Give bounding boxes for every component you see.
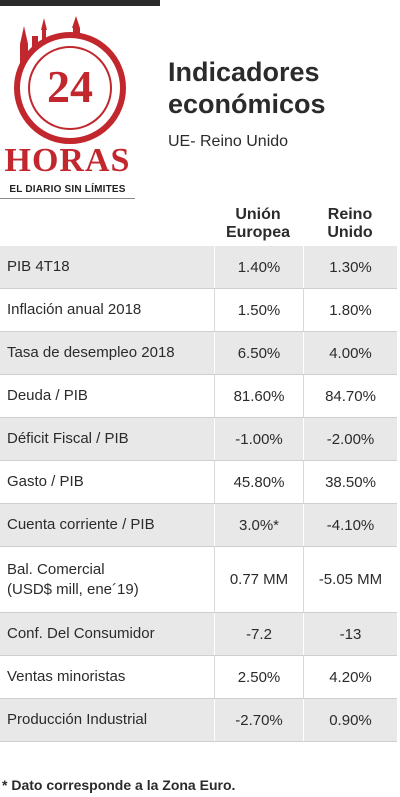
table-row: Producción Industrial -2.70% 0.90%: [0, 699, 397, 742]
row-label: Conf. Del Consumidor: [7, 625, 155, 642]
row-label: Inflación anual 2018: [7, 301, 142, 318]
row-value-eu: -2.70%: [214, 699, 303, 741]
row-label: Déficit Fiscal / PIB: [7, 430, 129, 447]
row-value-uk: 38.50%: [303, 461, 397, 503]
row-value-eu: 0.77 MM: [214, 547, 303, 612]
row-label: Cuenta corriente / PIB: [7, 516, 155, 533]
page-subtitle: UE- Reino Unido: [168, 133, 289, 150]
table-row: Cuenta corriente / PIB 3.0%* -4.10%: [0, 504, 397, 547]
row-value-eu: 2.50%: [214, 656, 303, 698]
row-value-eu: 1.50%: [214, 289, 303, 331]
table-row: Inflación anual 2018 1.50% 1.80%: [0, 289, 397, 332]
table-row: Conf. Del Consumidor -7.2 -13: [0, 613, 397, 656]
row-value-uk: 0.90%: [303, 699, 397, 741]
column-header-eu: Unión Europea: [214, 206, 302, 242]
logo-number: 24: [47, 61, 93, 112]
indicators-table: PIB 4T18 1.40% 1.30% Inflación anual 201…: [0, 246, 397, 742]
table-row: PIB 4T18 1.40% 1.30%: [0, 246, 397, 289]
row-value-eu: -7.2: [214, 613, 303, 655]
row-value-eu: 3.0%*: [214, 504, 303, 546]
row-value-uk: -2.00%: [303, 418, 397, 460]
page-title: Indicadores económicos: [168, 56, 393, 120]
column-header-uk: Reino Unido: [305, 206, 395, 242]
row-label: PIB 4T18: [7, 258, 70, 275]
row-value-uk: -4.10%: [303, 504, 397, 546]
row-value-eu: -1.00%: [214, 418, 303, 460]
row-label: Tasa de desempleo 2018: [7, 344, 175, 361]
footnote: * Dato corresponde a la Zona Euro.: [2, 777, 236, 793]
row-label: Bal. Comercial (USD$ mill, ene´19): [0, 547, 214, 612]
row-label-line-2: (USD$ mill, ene´19): [7, 580, 139, 598]
row-label: Producción Industrial: [7, 711, 148, 728]
top-bar: [0, 0, 160, 6]
row-value-eu: 1.40%: [214, 246, 303, 288]
row-value-eu: 6.50%: [214, 332, 303, 374]
row-value-uk: 4.20%: [303, 656, 397, 698]
table-row: Bal. Comercial (USD$ mill, ene´19) 0.77 …: [0, 547, 397, 613]
logo-ring-inner: [28, 46, 112, 130]
row-value-uk: -13: [303, 613, 397, 655]
logo-24-horas: 24 HORAS EL DIARIO SIN LÍMITES: [0, 12, 135, 200]
logo-name: HORAS: [4, 142, 131, 179]
row-label: Deuda / PIB: [7, 387, 88, 404]
title-line-1: Indicadores: [168, 57, 320, 87]
table-row: Ventas minoristas 2.50% 4.20%: [0, 656, 397, 699]
row-value-uk: 1.80%: [303, 289, 397, 331]
table-row: Gasto / PIB 45.80% 38.50%: [0, 461, 397, 504]
row-value-eu: 81.60%: [214, 375, 303, 417]
column-header-eu-line-2: Europea: [225, 224, 290, 241]
table-row: Déficit Fiscal / PIB -1.00% -2.00%: [0, 418, 397, 461]
row-value-uk: 1.30%: [303, 246, 397, 288]
column-header-uk-line-2: Unido: [327, 224, 373, 241]
row-value-uk: 4.00%: [303, 332, 397, 374]
logo-tagline: EL DIARIO SIN LÍMITES: [0, 184, 135, 199]
column-header-uk-line-1: Reino: [327, 206, 373, 223]
title-line-2: económicos: [168, 89, 326, 119]
column-header-eu-line-1: Unión: [235, 206, 281, 223]
logo-ring: [14, 32, 126, 144]
table-row: Deuda / PIB 81.60% 84.70%: [0, 375, 397, 418]
row-label-line-1: Bal. Comercial: [7, 560, 105, 578]
row-value-uk: 84.70%: [303, 375, 397, 417]
row-value-eu: 45.80%: [214, 461, 303, 503]
table-row: Tasa de desempleo 2018 6.50% 4.00%: [0, 332, 397, 375]
row-value-uk: -5.05 MM: [303, 547, 397, 612]
row-label: Gasto / PIB: [7, 473, 84, 490]
row-label: Ventas minoristas: [7, 668, 126, 685]
